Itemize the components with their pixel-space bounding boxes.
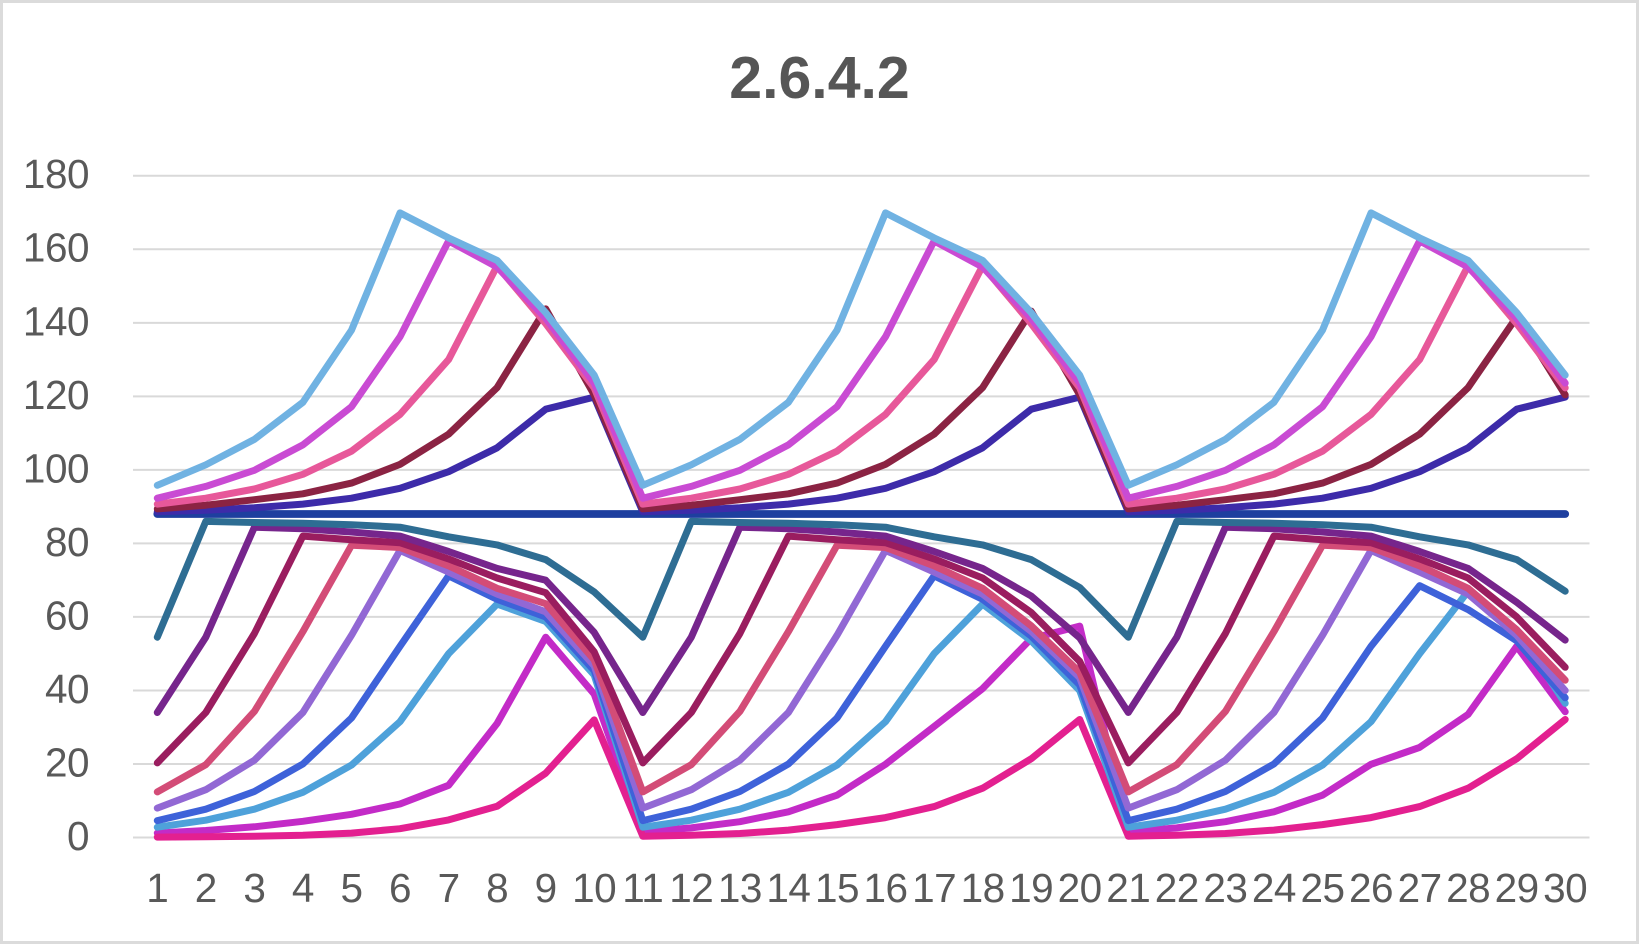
svg-text:15: 15	[815, 865, 859, 911]
svg-text:14: 14	[766, 865, 810, 911]
svg-text:4: 4	[292, 865, 314, 911]
svg-text:27: 27	[1398, 865, 1442, 911]
svg-text:120: 120	[23, 372, 89, 418]
svg-text:29: 29	[1495, 865, 1539, 911]
svg-text:28: 28	[1446, 865, 1490, 911]
svg-text:80: 80	[45, 519, 89, 565]
svg-text:0: 0	[67, 813, 89, 859]
svg-text:21: 21	[1106, 865, 1150, 911]
svg-text:3: 3	[243, 865, 265, 911]
svg-text:1: 1	[146, 865, 168, 911]
svg-text:9: 9	[535, 865, 557, 911]
svg-text:6: 6	[389, 865, 411, 911]
svg-text:5: 5	[340, 865, 362, 911]
svg-text:20: 20	[1058, 865, 1102, 911]
svg-text:140: 140	[23, 298, 89, 344]
svg-text:23: 23	[1203, 865, 1247, 911]
svg-text:18: 18	[961, 865, 1005, 911]
svg-text:25: 25	[1300, 865, 1344, 911]
svg-text:22: 22	[1155, 865, 1199, 911]
svg-text:16: 16	[863, 865, 907, 911]
svg-text:20: 20	[45, 739, 89, 785]
svg-text:13: 13	[718, 865, 762, 911]
svg-text:2: 2	[195, 865, 217, 911]
svg-text:7: 7	[438, 865, 460, 911]
svg-text:19: 19	[1009, 865, 1053, 911]
svg-text:10: 10	[572, 865, 616, 911]
svg-text:160: 160	[23, 225, 89, 271]
svg-text:8: 8	[486, 865, 508, 911]
svg-text:26: 26	[1349, 865, 1393, 911]
svg-text:12: 12	[669, 865, 713, 911]
svg-text:24: 24	[1252, 865, 1296, 911]
svg-text:17: 17	[912, 865, 956, 911]
svg-text:11: 11	[622, 865, 663, 911]
svg-text:100: 100	[23, 445, 89, 491]
svg-text:30: 30	[1543, 865, 1587, 911]
svg-text:60: 60	[45, 592, 89, 638]
svg-text:40: 40	[45, 666, 89, 712]
svg-text:180: 180	[23, 151, 89, 197]
